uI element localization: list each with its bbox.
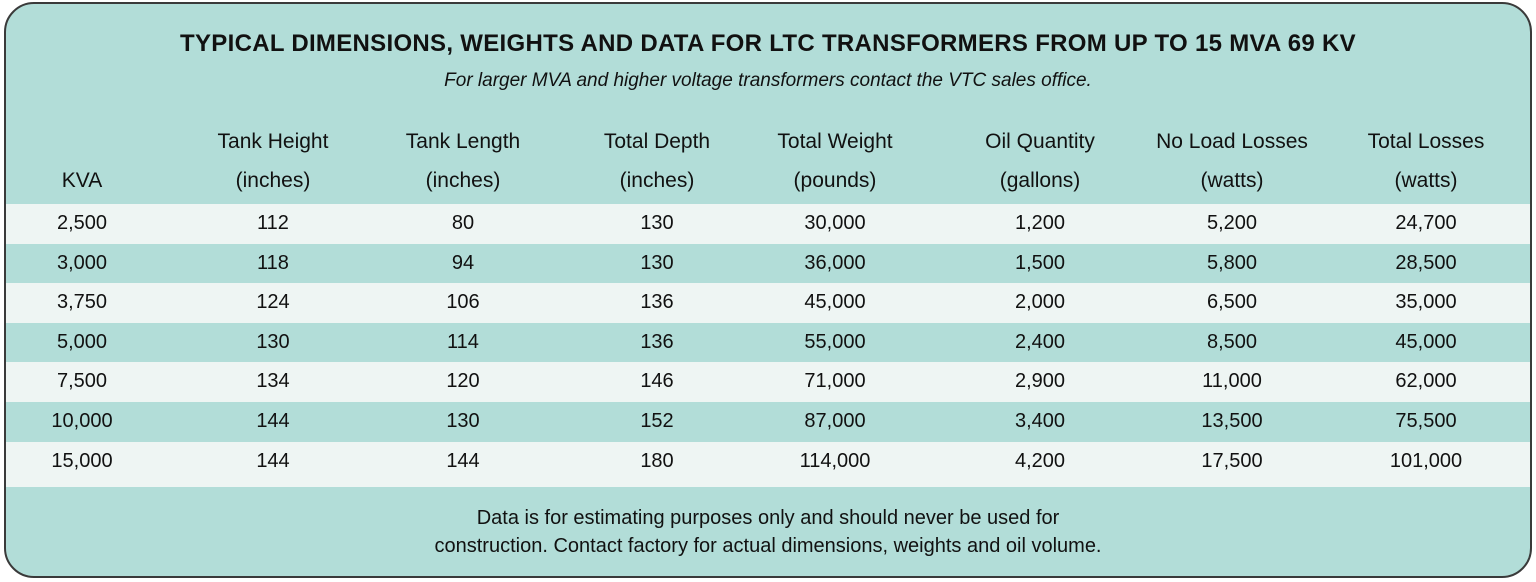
- table-cell: 3,750: [56, 291, 108, 314]
- column-header-line1: Total Weight: [777, 130, 893, 153]
- table-cell: 124: [256, 291, 290, 314]
- table-cell: 136: [640, 291, 674, 314]
- table-cell: 62,000: [1395, 370, 1457, 393]
- column-header: Total Depth (inches): [557, 122, 757, 200]
- transformer-data-panel: TYPICAL DIMENSIONS, WEIGHTS AND DATA FOR…: [4, 2, 1532, 578]
- column-header-line2: (inches): [425, 169, 501, 192]
- table-row: 3,750 124 106 136 45,000 2,000 6,500 35,000: [6, 283, 1530, 323]
- table-cell: 144: [446, 449, 480, 472]
- table-cell: 114,000: [799, 449, 871, 472]
- column-header: Tank Height (inches): [173, 122, 373, 200]
- table-cell: 87,000: [804, 410, 866, 432]
- table-cell: 130: [256, 330, 290, 353]
- table-cell: 130: [640, 212, 674, 234]
- table-cell: 112: [257, 212, 289, 234]
- page-title: TYPICAL DIMENSIONS, WEIGHTS AND DATA FOR…: [180, 30, 1356, 57]
- column-header-line2: (gallons): [999, 169, 1081, 192]
- column-header-line1: [6, 122, 182, 161]
- table-cell: 3,000: [56, 251, 108, 274]
- table-cell: 71,000: [804, 370, 866, 393]
- column-header-line1: Total Depth: [603, 130, 711, 153]
- column-header-line2: (inches): [619, 169, 695, 192]
- subtitle: For larger MVA and higher voltage transf…: [444, 70, 1092, 91]
- table-cell: 4,200: [1014, 449, 1066, 472]
- table-cell: 15,000: [51, 449, 113, 472]
- table-bottom-band: [6, 481, 1530, 488]
- table-cell: 8,500: [1206, 330, 1258, 353]
- table-cell: 13,500: [1201, 410, 1263, 432]
- table-cell: 1,500: [1014, 251, 1066, 274]
- table-cell: 6,500: [1206, 291, 1258, 314]
- table-cell: 2,400: [1014, 330, 1066, 353]
- table-cell: 106: [446, 291, 480, 314]
- table-cell: 2,900: [1014, 370, 1066, 393]
- disclaimer: Data is for estimating purposes only and…: [6, 504, 1530, 560]
- disclaimer-line-1: Data is for estimating purposes only and…: [476, 507, 1060, 529]
- table-row: 15,000 144 144 180 114,000 4,200 17,500 101,000: [6, 441, 1530, 482]
- column-header-line1: Tank Length: [405, 130, 521, 153]
- column-header: No Load Losses (watts): [1132, 122, 1332, 200]
- table-cell: 94: [451, 251, 475, 274]
- table-cell: 30,000: [804, 212, 866, 234]
- table-cell: 45,000: [1395, 330, 1457, 353]
- table-cell: 55,000: [804, 330, 866, 353]
- column-header-line1: Oil Quantity: [985, 130, 1095, 153]
- table-cell: 180: [640, 449, 674, 472]
- column-header-line2: (watts): [1200, 169, 1264, 192]
- column-header-line1: No Load Losses: [1156, 130, 1308, 153]
- column-header: Tank Length (inches): [363, 122, 563, 200]
- column-header-line2: KVA: [61, 169, 103, 192]
- table-cell: 130: [640, 251, 674, 274]
- disclaimer-line-2: construction. Contact factory for actual…: [434, 535, 1102, 557]
- table-cell: 36,000: [804, 251, 866, 274]
- table-cell: 80: [451, 212, 475, 234]
- column-header-line2: (pounds): [793, 169, 877, 192]
- table-cell: 5,000: [56, 330, 108, 353]
- table-cell: 5,200: [1206, 212, 1258, 234]
- column-header: Oil Quantity (gallons): [940, 122, 1140, 200]
- table-cell: 118: [257, 251, 289, 274]
- table-cell: 144: [256, 449, 290, 472]
- table-row: 7,500 134 120 146 71,000 2,900 11,000 62,000: [6, 362, 1530, 402]
- column-header-line1: Total Losses: [1367, 130, 1485, 153]
- table-cell: 11,000: [1202, 370, 1262, 393]
- table-cell: 114: [447, 330, 479, 353]
- column-header-line2: (inches): [235, 169, 311, 192]
- table-cell: 120: [446, 370, 480, 393]
- table-row: 2,500 112 80 130 30,000 1,200 5,200 24,700: [6, 204, 1530, 244]
- table-cell: 152: [640, 410, 674, 432]
- table-cell: 101,000: [1389, 449, 1463, 472]
- table-cell: 24,700: [1395, 212, 1457, 234]
- table-cell: 35,000: [1395, 291, 1457, 314]
- table-cell: 7,500: [56, 370, 108, 393]
- column-header: Total Losses (watts): [1326, 122, 1526, 200]
- table-row: 10,000 144 130 152 87,000 3,400 13,500 75,500: [6, 402, 1530, 442]
- table-row: 5,000 130 114 136 55,000 2,400 8,500 45,000: [6, 322, 1530, 363]
- table-cell: 3,400: [1014, 410, 1066, 432]
- table-cell: 134: [256, 370, 290, 393]
- table-cell: 144: [256, 410, 290, 432]
- table-cell: 17,500: [1201, 449, 1263, 472]
- table-row: 3,000 118 94 130 36,000 1,500 5,800 28,500: [6, 243, 1530, 284]
- table-cell: 2,000: [1014, 291, 1066, 314]
- table-cell: 10,000: [51, 410, 113, 432]
- column-header: KVA: [6, 122, 182, 200]
- table-cell: 130: [446, 410, 480, 432]
- table-cell: 75,500: [1395, 410, 1457, 432]
- table-cell: 45,000: [804, 291, 866, 314]
- table-cell: 28,500: [1395, 251, 1457, 274]
- column-header-line2: (watts): [1394, 169, 1458, 192]
- column-header-line1: Tank Height: [217, 130, 329, 153]
- table-cell: 5,800: [1206, 251, 1258, 274]
- table-cell: 146: [640, 370, 674, 393]
- table-cell: 2,500: [56, 212, 108, 234]
- table-cell: 1,200: [1014, 212, 1066, 234]
- column-header: Total Weight (pounds): [735, 122, 935, 200]
- table-cell: 136: [640, 330, 674, 353]
